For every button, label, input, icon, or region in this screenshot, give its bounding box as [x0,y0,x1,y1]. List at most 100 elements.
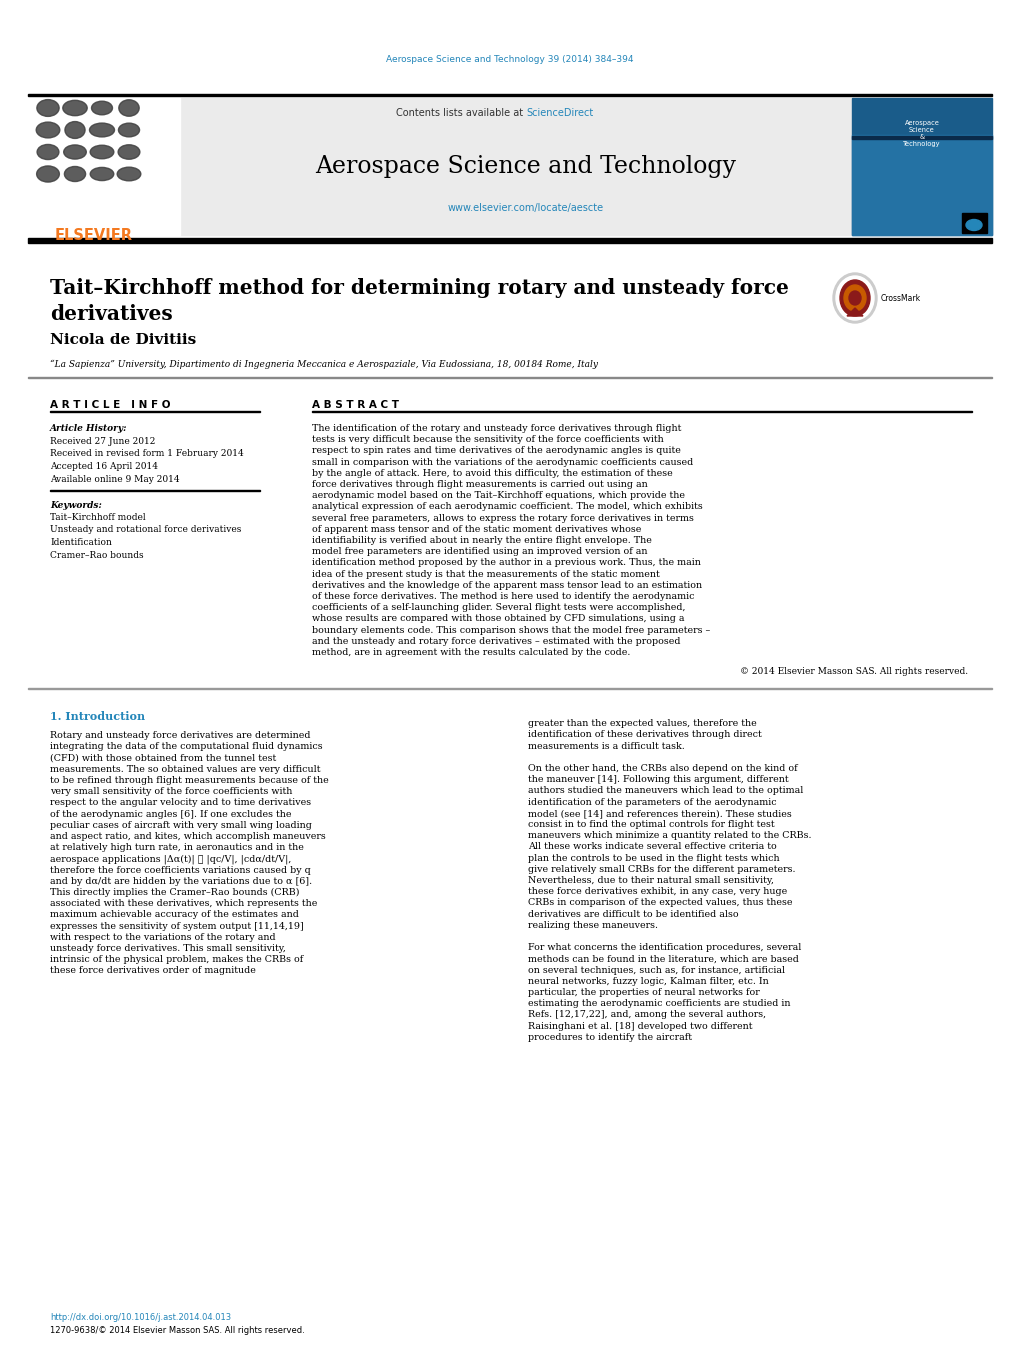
Text: and by dα/dt are hidden by the variations due to α [6].: and by dα/dt are hidden by the variation… [50,877,312,886]
Text: aerodynamic model based on the Tait–Kirchhoff equations, which provide the: aerodynamic model based on the Tait–Kirc… [312,492,685,500]
Ellipse shape [36,122,60,138]
Text: therefore the force coefficients variations caused by q: therefore the force coefficients variati… [50,866,311,874]
Text: derivatives and the knowledge of the apparent mass tensor lead to an estimation: derivatives and the knowledge of the app… [312,581,701,590]
Text: give relatively small CRBs for the different parameters.: give relatively small CRBs for the diffe… [528,865,795,874]
Text: model (see [14] and references therein). These studies: model (see [14] and references therein).… [528,809,791,817]
Text: the maneuver [14]. Following this argument, different: the maneuver [14]. Following this argume… [528,775,788,784]
Text: and the unsteady and rotary force derivatives – estimated with the proposed: and the unsteady and rotary force deriva… [312,636,680,646]
Bar [851,99,991,235]
Polygon shape [846,308,862,316]
Text: these force derivatives order of magnitude: these force derivatives order of magnitu… [50,966,256,975]
Text: aerospace applications |Δα(t)| ≫ |qc/V|, |cdα/dt/V|,: aerospace applications |Δα(t)| ≫ |qc/V|,… [50,854,291,865]
Text: Keywords:: Keywords: [50,501,102,509]
Ellipse shape [37,145,59,159]
Text: On the other hand, the CRBs also depend on the kind of: On the other hand, the CRBs also depend … [528,765,797,773]
Ellipse shape [90,168,114,181]
Text: estimating the aerodynamic coefficients are studied in: estimating the aerodynamic coefficients … [528,1000,790,1008]
Text: 1270-9638/© 2014 Elsevier Masson SAS. All rights reserved.: 1270-9638/© 2014 Elsevier Masson SAS. Al… [50,1325,305,1335]
Text: maximum achievable accuracy of the estimates and: maximum achievable accuracy of the estim… [50,911,299,920]
Ellipse shape [63,100,87,116]
Text: 1. Introduction: 1. Introduction [50,711,145,723]
Bar [961,213,986,232]
Bar [179,99,851,235]
Ellipse shape [37,166,59,182]
Text: expresses the sensitivity of system output [11,14,19]: expresses the sensitivity of system outp… [50,921,304,931]
Ellipse shape [64,166,86,181]
Text: Aerospace
Science
&
Technology: Aerospace Science & Technology [903,120,940,147]
Ellipse shape [118,145,140,159]
Ellipse shape [965,219,981,231]
Ellipse shape [90,145,114,159]
Text: procedures to identify the aircraft: procedures to identify the aircraft [528,1032,691,1042]
Text: identification of these derivatives through direct: identification of these derivatives thro… [528,731,761,739]
Text: Unsteady and rotational force derivatives: Unsteady and rotational force derivative… [50,526,242,535]
Text: Nevertheless, due to their natural small sensitivity,: Nevertheless, due to their natural small… [528,875,773,885]
Ellipse shape [840,280,869,316]
Text: Aerospace Science and Technology 39 (2014) 384–394: Aerospace Science and Technology 39 (201… [386,55,633,63]
Text: neural networks, fuzzy logic, Kalman filter, etc. In: neural networks, fuzzy logic, Kalman fil… [528,977,768,986]
Text: www.elsevier.com/locate/aescte: www.elsevier.com/locate/aescte [447,203,603,213]
Text: For what concerns the identification procedures, several: For what concerns the identification pro… [528,943,801,952]
Text: very small sensitivity of the force coefficients with: very small sensitivity of the force coef… [50,788,292,796]
Text: Aerospace Science and Technology: Aerospace Science and Technology [315,155,736,178]
Ellipse shape [836,276,873,320]
Text: This directly implies the Cramer–Rao bounds (CRB): This directly implies the Cramer–Rao bou… [50,888,300,897]
Text: coefficients of a self-launching glider. Several flight tests were accomplished,: coefficients of a self-launching glider.… [312,603,685,612]
Text: plan the controls to be used in the flight tests which: plan the controls to be used in the flig… [528,854,779,862]
Text: (CFD) with those obtained from the tunnel test: (CFD) with those obtained from the tunne… [50,754,276,762]
Text: Tait–Kirchhoff model: Tait–Kirchhoff model [50,513,146,521]
Text: ELSEVIER: ELSEVIER [55,228,132,243]
Text: analytical expression of each aerodynamic coefficient. The model, which exhibits: analytical expression of each aerodynami… [312,503,702,512]
Text: of these force derivatives. The method is here used to identify the aerodynamic: of these force derivatives. The method i… [312,592,694,601]
Text: with respect to the variations of the rotary and: with respect to the variations of the ro… [50,932,275,942]
Bar [28,99,179,235]
Text: A B S T R A C T: A B S T R A C T [312,400,398,409]
Text: peculiar cases of aircraft with very small wing loading: peculiar cases of aircraft with very sma… [50,821,312,830]
Ellipse shape [118,100,139,116]
Text: authors studied the maneuvers which lead to the optimal: authors studied the maneuvers which lead… [528,786,803,796]
Text: Contents lists available at: Contents lists available at [395,108,526,118]
Text: integrating the data of the computational fluid dynamics: integrating the data of the computationa… [50,743,322,751]
Ellipse shape [37,100,59,116]
Text: method, are in agreement with the results calculated by the code.: method, are in agreement with the result… [312,648,630,657]
Text: “La Sapienza” University, Dipartimento di Ingegneria Meccanica e Aerospaziale, V: “La Sapienza” University, Dipartimento d… [50,359,597,369]
Bar [28,238,991,243]
Text: The identification of the rotary and unsteady force derivatives through flight: The identification of the rotary and uns… [312,424,681,434]
Text: Refs. [12,17,22], and, among the several authors,: Refs. [12,17,22], and, among the several… [528,1011,765,1020]
Text: unsteady force derivatives. This small sensitivity,: unsteady force derivatives. This small s… [50,944,285,952]
Text: of the aerodynamic angles [6]. If one excludes the: of the aerodynamic angles [6]. If one ex… [50,809,291,819]
Ellipse shape [117,168,141,181]
Bar [312,411,971,412]
Ellipse shape [92,101,112,115]
Text: tests is very difficult because the sensitivity of the force coefficients with: tests is very difficult because the sens… [312,435,663,444]
Text: maneuvers which minimize a quantity related to the CRBs.: maneuvers which minimize a quantity rela… [528,831,811,840]
Text: at relatively high turn rate, in aeronautics and in the: at relatively high turn rate, in aeronau… [50,843,304,852]
Text: force derivatives through flight measurements is carried out using an: force derivatives through flight measure… [312,480,647,489]
Text: A R T I C L E   I N F O: A R T I C L E I N F O [50,400,170,409]
Text: Accepted 16 April 2014: Accepted 16 April 2014 [50,462,158,471]
Text: particular, the properties of neural networks for: particular, the properties of neural net… [528,988,759,997]
Text: and aspect ratio, and kites, which accomplish maneuvers: and aspect ratio, and kites, which accom… [50,832,325,842]
Text: Article History:: Article History: [50,424,127,434]
Text: boundary elements code. This comparison shows that the model free parameters –: boundary elements code. This comparison … [312,626,709,635]
Ellipse shape [63,145,87,159]
Text: http://dx.doi.org/10.1016/j.ast.2014.04.013: http://dx.doi.org/10.1016/j.ast.2014.04.… [50,1313,231,1323]
Text: small in comparison with the variations of the aerodynamic coefficients caused: small in comparison with the variations … [312,458,693,466]
Ellipse shape [833,273,876,323]
Text: Tait–Kirchhoff method for determining rotary and unsteady force: Tait–Kirchhoff method for determining ro… [50,278,788,299]
Ellipse shape [90,123,114,136]
Text: associated with these derivatives, which represents the: associated with these derivatives, which… [50,900,317,908]
Text: by the angle of attack. Here, to avoid this difficulty, the estimation of these: by the angle of attack. Here, to avoid t… [312,469,673,478]
Text: these force derivatives exhibit, in any case, very huge: these force derivatives exhibit, in any … [528,888,787,896]
Text: CrossMark: CrossMark [880,295,920,303]
Text: measurements is a difficult task.: measurements is a difficult task. [528,742,684,751]
Text: respect to the angular velocity and to time derivatives: respect to the angular velocity and to t… [50,798,311,808]
Ellipse shape [118,123,140,136]
Text: Nicola de Divitiis: Nicola de Divitiis [50,332,196,347]
Ellipse shape [848,290,860,305]
Text: measurements. The so obtained values are very difficult: measurements. The so obtained values are… [50,765,320,774]
Text: idea of the present study is that the measurements of the static moment: idea of the present study is that the me… [312,570,659,578]
Text: several free parameters, allows to express the rotary force derivatives in terms: several free parameters, allows to expre… [312,513,693,523]
Text: Received 27 June 2012: Received 27 June 2012 [50,436,155,446]
Text: © 2014 Elsevier Masson SAS. All rights reserved.: © 2014 Elsevier Masson SAS. All rights r… [739,667,967,677]
